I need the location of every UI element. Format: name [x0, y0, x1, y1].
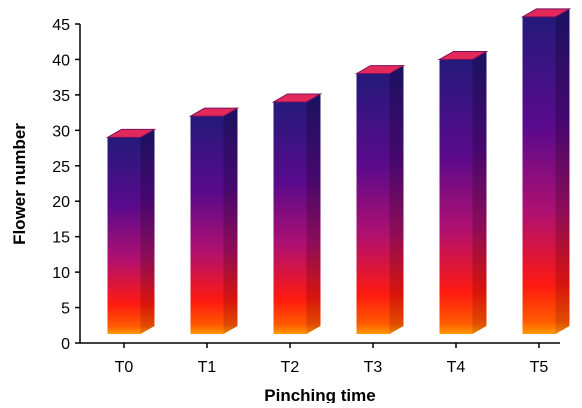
bar-top — [437, 50, 489, 60]
y-tick-label: 5 — [61, 301, 70, 318]
x-tick-label: T3 — [364, 359, 383, 376]
y-ticks: 0 5 10 15 20 25 30 35 40 45 — [52, 17, 80, 353]
bar-top — [105, 128, 157, 138]
bar-front — [522, 16, 556, 335]
bar-front — [356, 73, 390, 334]
bar-T3 — [354, 65, 406, 334]
x-tick-label: T1 — [198, 359, 217, 376]
y-axis-title: Flower number — [10, 123, 29, 245]
x-tick-label: T2 — [281, 359, 300, 376]
x-axis-title: Pinching time — [264, 386, 375, 403]
bar-top — [354, 65, 406, 75]
bar-side — [306, 93, 321, 334]
x-ticks: T0 T1 T2 T3 T4 T5 — [115, 343, 549, 376]
bar-side — [223, 108, 238, 335]
bar-top — [271, 93, 323, 103]
y-tick-label: 10 — [52, 265, 70, 282]
bar-T5 — [520, 8, 572, 335]
x-tick-label: T4 — [447, 359, 466, 376]
bar-front — [190, 116, 224, 335]
bar-side — [140, 129, 155, 334]
bar-side — [472, 51, 487, 334]
y-tick-label: 30 — [52, 123, 70, 140]
bars-layer — [105, 8, 572, 335]
y-tick-label: 20 — [52, 194, 70, 211]
x-tick-label: T5 — [530, 359, 549, 376]
y-tick-label: 25 — [52, 159, 70, 176]
bar-front — [439, 59, 473, 334]
bar-T1 — [188, 107, 240, 335]
bar-T2 — [271, 93, 323, 334]
bar-front — [107, 137, 141, 334]
bar-T4 — [437, 50, 489, 334]
y-tick-label: 35 — [52, 88, 70, 105]
bar-T0 — [105, 128, 157, 334]
bar-front — [273, 101, 307, 334]
y-tick-label: 15 — [52, 230, 70, 247]
bar-top — [188, 107, 240, 117]
y-tick-label: 40 — [52, 52, 70, 69]
x-tick-label: T0 — [115, 359, 134, 376]
axes-layer — [79, 24, 560, 344]
y-tick-label: 0 — [61, 336, 70, 353]
bar-top — [520, 8, 572, 18]
bar-side — [389, 65, 404, 334]
bar-side — [555, 8, 570, 335]
y-tick-label: 45 — [52, 17, 70, 34]
